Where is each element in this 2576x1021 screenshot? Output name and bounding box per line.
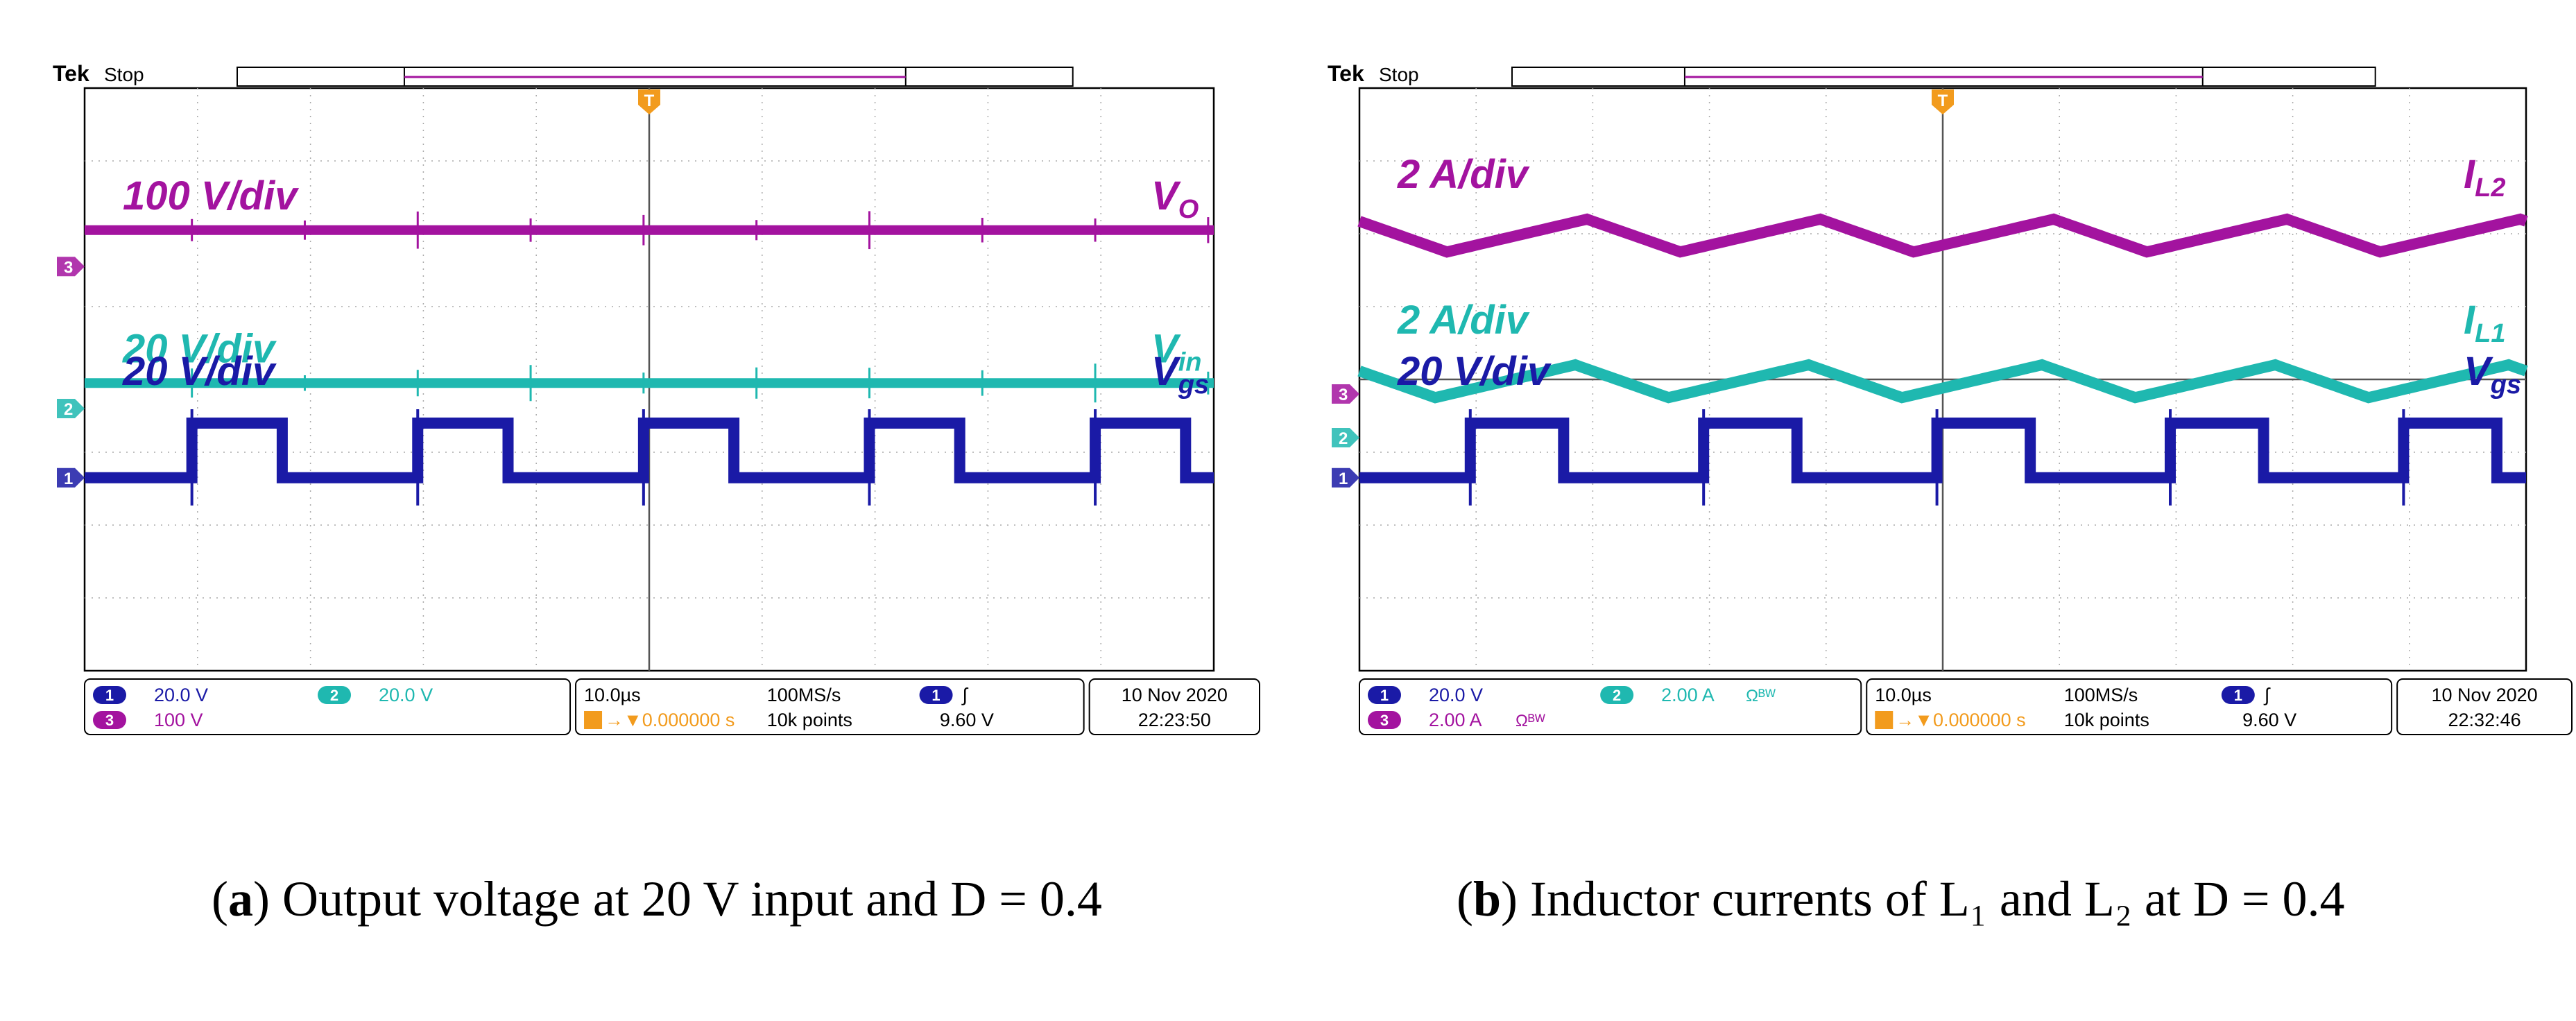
trace-scale-label: 2 A/div bbox=[1397, 298, 1530, 343]
trace-scale-label: 100 V/div bbox=[123, 173, 299, 218]
ch1-badge-text: 1 bbox=[1380, 687, 1389, 704]
scope-brand: Tek bbox=[53, 61, 89, 86]
trigger-marker-label: T bbox=[644, 92, 655, 110]
run-state: Stop bbox=[1379, 64, 1419, 85]
sample-rate: 100MS/s bbox=[2064, 685, 2138, 705]
ch2-scale: 20.0 V bbox=[379, 685, 433, 705]
ch1-scale: 20.0 V bbox=[154, 685, 208, 705]
ch3-badge-text: 3 bbox=[1380, 712, 1389, 729]
trigger-marker bbox=[638, 89, 660, 114]
trace-scale-label: 2 A/div bbox=[1397, 152, 1530, 197]
ch2-badge-text: 2 bbox=[330, 687, 338, 704]
caption-b-letter: b bbox=[1472, 871, 1502, 927]
trigger-marker-label: T bbox=[1938, 92, 1948, 110]
sample-rate: 100MS/s bbox=[767, 685, 841, 705]
scope-brand: Tek bbox=[1328, 61, 1364, 86]
status-acquisition bbox=[1866, 678, 2393, 735]
trigger-slope: ∫ bbox=[961, 685, 969, 705]
channel-marker-2 bbox=[1332, 428, 1359, 447]
trigger-marker bbox=[1932, 89, 1954, 114]
caption-b-text: Inductor currents of L₁ and L₂ at D = 0.… bbox=[1518, 871, 2345, 927]
status-channels bbox=[84, 678, 572, 735]
trigger-slope: ∫ bbox=[2263, 685, 2271, 705]
trigger-level: 9.60 V bbox=[940, 710, 994, 730]
scope-panel-a: Tek Stop T 100 V/div VO 20 V/div Vin 20 V/div Vg… bbox=[53, 61, 1261, 735]
timebase: 10.0µs bbox=[1875, 685, 1932, 705]
ch3-badge-text: 3 bbox=[105, 712, 114, 729]
date: 10 Nov 2020 bbox=[2432, 685, 2538, 705]
ch2-badge bbox=[1600, 686, 1634, 704]
ch2-badge-text: 2 bbox=[1613, 687, 1621, 704]
ch2-scale: 2.00 A bbox=[1661, 685, 1715, 705]
ch3-badge bbox=[1368, 711, 1401, 729]
trace-i-l2 bbox=[1357, 213, 2528, 258]
status-datetime bbox=[1088, 678, 1261, 735]
channel-marker-label: 2 bbox=[1339, 429, 1348, 448]
status-channels bbox=[1359, 678, 1862, 735]
trace-name-label: VO bbox=[1151, 173, 1199, 224]
trace-scale-label: 20 V/div bbox=[122, 326, 277, 371]
caption-a-letter: a bbox=[227, 871, 253, 927]
channel-marker-1 bbox=[57, 467, 85, 488]
time: 22:23:50 bbox=[1138, 710, 1211, 730]
trace-name-label: Vin bbox=[1151, 326, 1201, 377]
trace-name-label: IL2 bbox=[2464, 152, 2505, 203]
channel-marker-1 bbox=[1332, 467, 1359, 488]
scope-panel-b: Tek Stop T 2 A/div IL2 2 A/div IL1 20 V/div Vgs 3… bbox=[1328, 61, 2573, 735]
caption-b: (b) Inductor currents of L₁ and L₂ at D … bbox=[1457, 871, 2345, 927]
channel-marker-3 bbox=[1332, 384, 1359, 404]
status-acquisition bbox=[575, 678, 1085, 735]
trace-name-label: Vgs bbox=[1151, 349, 1209, 400]
ch3-extra: Ωᴮᵂ bbox=[1515, 712, 1545, 730]
trigger-source-badge bbox=[919, 686, 953, 704]
caption-a: (a) Output voltage at 20 V input and D =… bbox=[212, 871, 1102, 927]
ch3-scale: 2.00 A bbox=[1429, 710, 1482, 730]
date: 10 Nov 2020 bbox=[1122, 685, 1228, 705]
trigger-pos: →▼0.000000 s bbox=[605, 710, 735, 730]
trigger-pos: →▼0.000000 s bbox=[1896, 710, 2025, 730]
trigger-pos-icon bbox=[584, 711, 603, 729]
ch1-badge bbox=[93, 686, 126, 704]
trigger-source-badge-text: 1 bbox=[931, 687, 940, 704]
trace-i-l1 bbox=[1357, 359, 2528, 404]
time: 22:32:46 bbox=[2448, 710, 2521, 730]
trace-name-label: IL1 bbox=[2464, 298, 2505, 348]
timebase: 10.0µs bbox=[584, 685, 641, 705]
trigger-level: 9.60 V bbox=[2242, 710, 2296, 730]
channel-marker-2 bbox=[57, 399, 85, 418]
trigger-source-badge-text: 1 bbox=[2234, 687, 2242, 704]
caption-a-text: Output voltage at 20 V input and D = 0.4 bbox=[269, 871, 1102, 927]
channel-marker-3 bbox=[57, 257, 85, 277]
status-datetime bbox=[2396, 678, 2573, 735]
ch1-badge-text: 1 bbox=[105, 687, 114, 704]
channel-marker-label: 1 bbox=[1339, 470, 1348, 488]
trigger-source-badge bbox=[2221, 686, 2255, 704]
trigger-pos-icon bbox=[1875, 711, 1894, 729]
ch2-extra: Ωᴮᵂ bbox=[1746, 687, 1776, 705]
ch3-badge bbox=[93, 711, 126, 729]
record-length: 10k points bbox=[2064, 710, 2149, 730]
channel-marker-label: 2 bbox=[64, 400, 73, 419]
trace-scale-label: 20 V/div bbox=[122, 349, 277, 394]
run-state: Stop bbox=[104, 64, 144, 85]
ch2-badge bbox=[318, 686, 352, 704]
ch1-scale: 20.0 V bbox=[1429, 685, 1483, 705]
channel-marker-label: 3 bbox=[64, 258, 73, 277]
channel-marker-label: 1 bbox=[64, 470, 73, 488]
trace-scale-label: 20 V/div bbox=[1397, 349, 1552, 394]
record-length: 10k points bbox=[767, 710, 852, 730]
ch1-badge bbox=[1368, 686, 1401, 704]
channel-marker-label: 3 bbox=[1339, 386, 1348, 404]
ch3-scale: 100 V bbox=[154, 710, 203, 730]
trace-name-label: Vgs bbox=[2464, 349, 2521, 400]
